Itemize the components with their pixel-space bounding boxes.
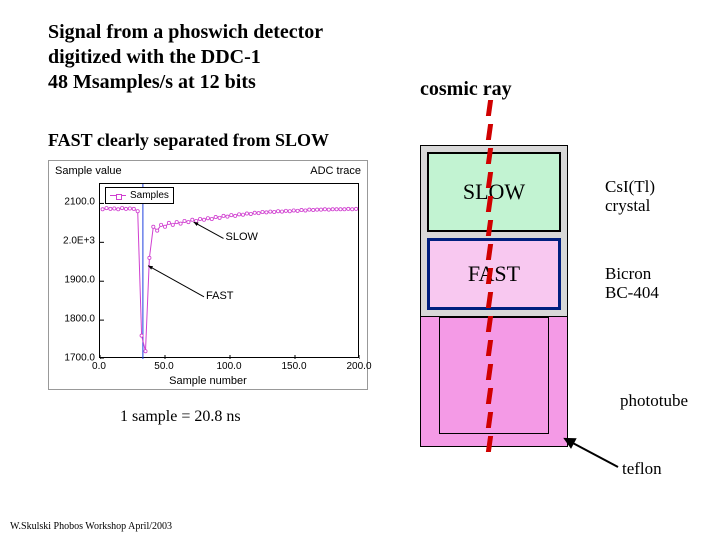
- xtick-label: 150.0: [281, 361, 306, 372]
- cosmic-ray-label: cosmic ray: [420, 78, 512, 101]
- xtick-label: 200.0: [346, 361, 371, 372]
- subtitle: FAST clearly separated from SLOW: [48, 130, 329, 151]
- plot-area: [99, 183, 359, 358]
- cosmic-ray-track: [487, 100, 492, 460]
- detector-housing: SLOW FAST: [420, 145, 568, 317]
- slow-crystal: SLOW: [427, 152, 561, 232]
- fast-label: FAST: [468, 261, 520, 287]
- ytick-label: 1700.0: [55, 353, 95, 364]
- phototube-label: phototube: [620, 392, 688, 411]
- chart-header-right: ADC trace: [310, 165, 361, 177]
- xtick-label: 50.0: [154, 361, 173, 372]
- legend-swatch-icon: [110, 195, 126, 196]
- title-line3: 48 Msamples/s at 12 bits: [48, 70, 323, 95]
- chart-xlabel: Sample number: [49, 375, 367, 387]
- ytick-label: 2.0E+3: [55, 236, 95, 247]
- chart-header-left: Sample value: [55, 165, 122, 177]
- slow-label: SLOW: [463, 179, 525, 205]
- detector-diagram: SLOW FAST: [420, 145, 568, 447]
- sample-note: 1 sample = 20.8 ns: [120, 408, 241, 426]
- slow-desc: CsI(Tl) crystal: [605, 178, 655, 215]
- xtick-label: 0.0: [92, 361, 106, 372]
- ytick-label: 1900.0: [55, 275, 95, 286]
- phototube-housing: [420, 317, 568, 447]
- fast-scintillator: FAST: [427, 238, 561, 310]
- phototube: [439, 317, 549, 434]
- chart-legend: Samples: [105, 187, 174, 204]
- adc-chart: Sample value ADC trace Samples 2100.0 2.0…: [48, 160, 368, 390]
- teflon-arrow-icon: [565, 438, 619, 468]
- title-block: Signal from a phoswich detector digitize…: [48, 20, 323, 95]
- fast-desc: Bicron BC-404: [605, 265, 659, 302]
- title-line2: digitized with the DDC-1: [48, 45, 323, 70]
- teflon-label: teflon: [622, 460, 662, 479]
- footer-credit: W.Skulski Phobos Workshop April/2003: [10, 521, 172, 532]
- chart-annotation: SLOW: [226, 231, 258, 243]
- legend-label: Samples: [130, 190, 169, 201]
- chart-annotation: FAST: [206, 290, 234, 302]
- ytick-label: 2100.0: [55, 197, 95, 208]
- xtick-label: 100.0: [216, 361, 241, 372]
- ytick-label: 1800.0: [55, 314, 95, 325]
- title-line1: Signal from a phoswich detector: [48, 20, 323, 45]
